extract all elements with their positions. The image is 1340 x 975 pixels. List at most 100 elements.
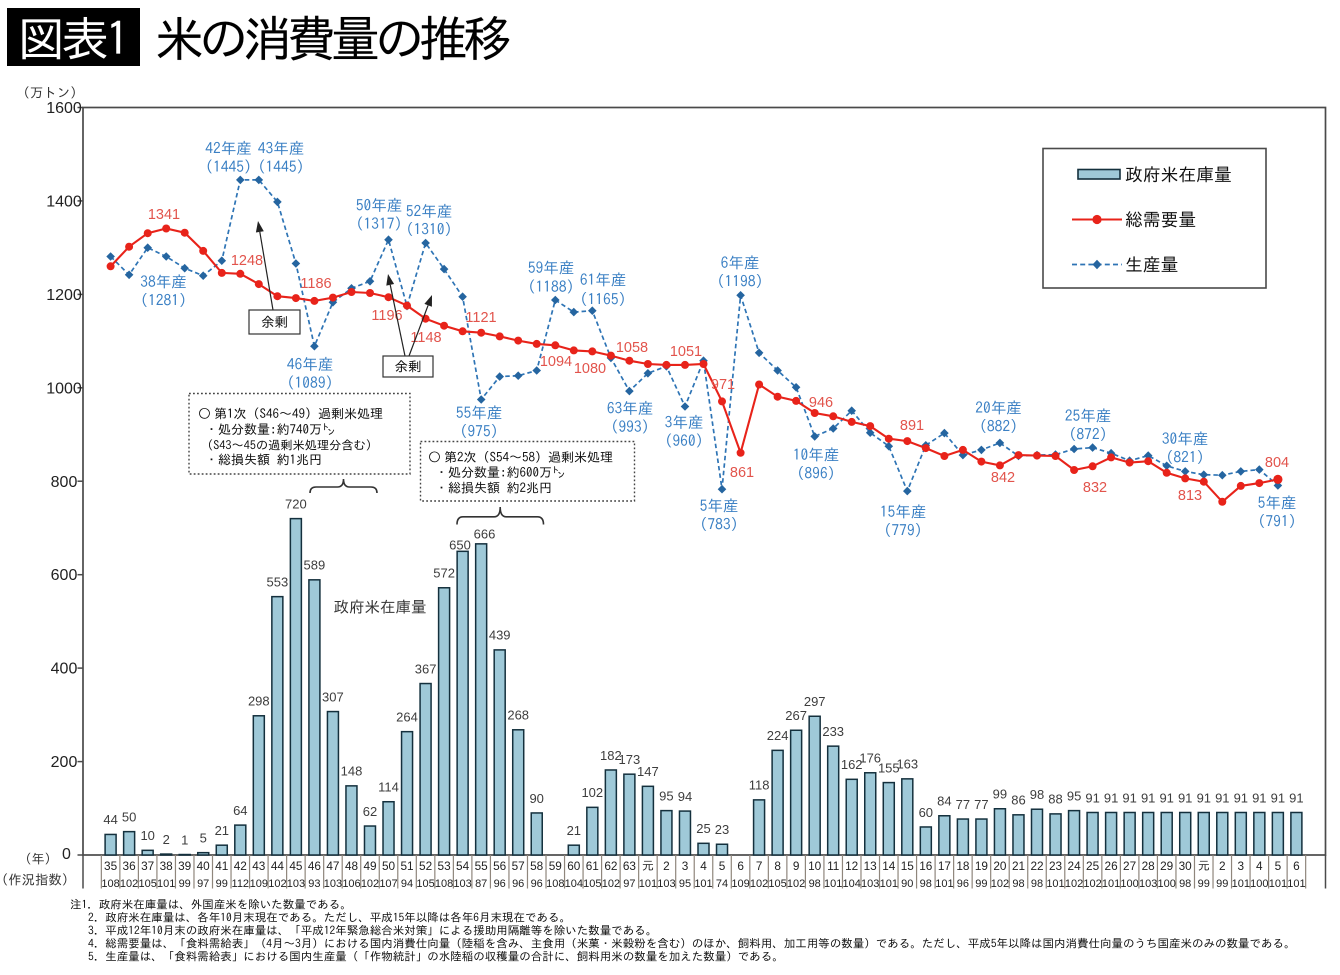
svg-text:12: 12: [845, 859, 858, 873]
svg-text:861: 861: [730, 465, 754, 481]
svg-text:95: 95: [679, 878, 691, 890]
svg-text:28: 28: [1142, 859, 1156, 873]
svg-text:105: 105: [139, 878, 157, 890]
svg-text:42: 42: [234, 859, 247, 873]
svg-text:50: 50: [122, 809, 136, 824]
svg-text:38: 38: [160, 859, 174, 873]
svg-text:99: 99: [1216, 878, 1228, 890]
svg-text:96: 96: [494, 878, 506, 890]
svg-text:553: 553: [267, 574, 289, 589]
svg-text:650: 650: [449, 538, 471, 553]
svg-text:439: 439: [489, 628, 511, 643]
svg-text:103: 103: [287, 878, 305, 890]
svg-text:102: 102: [120, 878, 138, 890]
svg-text:87: 87: [475, 878, 487, 890]
svg-text:891: 891: [900, 418, 924, 434]
svg-text:91: 91: [1215, 790, 1229, 805]
svg-text:56: 56: [493, 859, 507, 873]
svg-text:93: 93: [308, 878, 320, 890]
svg-text:101: 101: [694, 878, 712, 890]
svg-text:47: 47: [326, 859, 339, 873]
svg-text:2: 2: [1219, 859, 1226, 873]
svg-text:90: 90: [901, 878, 913, 890]
svg-text:63: 63: [623, 859, 637, 873]
svg-text:1094: 1094: [540, 354, 572, 370]
svg-text:114: 114: [378, 780, 399, 795]
svg-text:53: 53: [438, 859, 452, 873]
svg-text:52: 52: [419, 859, 432, 873]
svg-text:23: 23: [715, 822, 729, 837]
svg-text:1248: 1248: [231, 253, 263, 269]
svg-text:25: 25: [1086, 859, 1100, 873]
svg-text:103: 103: [861, 878, 879, 890]
svg-text:101: 101: [157, 878, 175, 890]
svg-text:109: 109: [250, 878, 268, 890]
svg-text:1121: 1121: [465, 310, 496, 326]
svg-text:298: 298: [248, 694, 270, 709]
svg-text:19: 19: [975, 859, 988, 873]
svg-text:36: 36: [123, 859, 137, 873]
svg-text:105: 105: [768, 878, 786, 890]
svg-text:832: 832: [1083, 480, 1107, 496]
svg-text:98: 98: [1030, 787, 1044, 802]
svg-text:41: 41: [215, 859, 228, 873]
svg-text:98: 98: [1179, 878, 1191, 890]
svg-text:5: 5: [200, 831, 207, 846]
svg-text:600: 600: [51, 567, 78, 584]
svg-text:74: 74: [716, 878, 728, 890]
svg-text:1051: 1051: [670, 344, 702, 360]
svg-text:60: 60: [919, 805, 933, 820]
svg-text:108: 108: [546, 878, 564, 890]
svg-text:104: 104: [843, 878, 861, 890]
svg-text:58: 58: [530, 859, 544, 873]
svg-text:971: 971: [711, 377, 735, 393]
svg-text:99: 99: [1198, 878, 1210, 890]
svg-text:572: 572: [433, 566, 455, 581]
svg-text:3: 3: [1238, 859, 1245, 873]
svg-text:99: 99: [975, 878, 987, 890]
svg-text:804: 804: [1265, 455, 1289, 471]
svg-text:96: 96: [957, 878, 969, 890]
svg-text:101: 101: [1046, 878, 1064, 890]
svg-text:108: 108: [101, 878, 119, 890]
svg-text:43: 43: [252, 859, 266, 873]
svg-text:101: 101: [935, 878, 953, 890]
svg-text:26: 26: [1105, 859, 1119, 873]
svg-text:99: 99: [179, 878, 191, 890]
svg-text:105: 105: [583, 878, 601, 890]
svg-text:0: 0: [62, 846, 71, 863]
svg-text:98: 98: [1031, 878, 1043, 890]
svg-text:16: 16: [919, 859, 933, 873]
svg-text:39: 39: [178, 859, 191, 873]
svg-text:94: 94: [401, 878, 413, 890]
svg-text:112: 112: [232, 878, 250, 890]
svg-text:57: 57: [512, 859, 525, 873]
svg-text:37: 37: [141, 859, 154, 873]
svg-text:101: 101: [639, 878, 657, 890]
svg-text:107: 107: [379, 878, 397, 890]
svg-text:946: 946: [809, 395, 833, 411]
svg-text:6: 6: [737, 859, 744, 873]
svg-text:842: 842: [991, 470, 1015, 486]
svg-text:86: 86: [1011, 793, 1025, 808]
svg-text:102: 102: [787, 878, 805, 890]
svg-text:100: 100: [1120, 878, 1138, 890]
svg-text:813: 813: [1178, 488, 1202, 504]
svg-text:102: 102: [1065, 878, 1083, 890]
svg-text:62: 62: [604, 859, 617, 873]
svg-text:102: 102: [361, 878, 379, 890]
svg-text:40: 40: [197, 859, 211, 873]
svg-text:10: 10: [808, 859, 822, 873]
svg-text:91: 91: [1197, 790, 1211, 805]
svg-text:44: 44: [103, 812, 117, 827]
svg-text:14: 14: [882, 859, 896, 873]
svg-text:48: 48: [345, 859, 359, 873]
svg-text:100: 100: [1250, 878, 1268, 890]
svg-text:10: 10: [140, 828, 154, 843]
svg-text:106: 106: [342, 878, 360, 890]
svg-text:103: 103: [324, 878, 342, 890]
svg-text:6: 6: [1293, 859, 1300, 873]
svg-text:23: 23: [1049, 859, 1063, 873]
svg-text:91: 91: [1234, 790, 1248, 805]
svg-text:233: 233: [822, 724, 844, 739]
